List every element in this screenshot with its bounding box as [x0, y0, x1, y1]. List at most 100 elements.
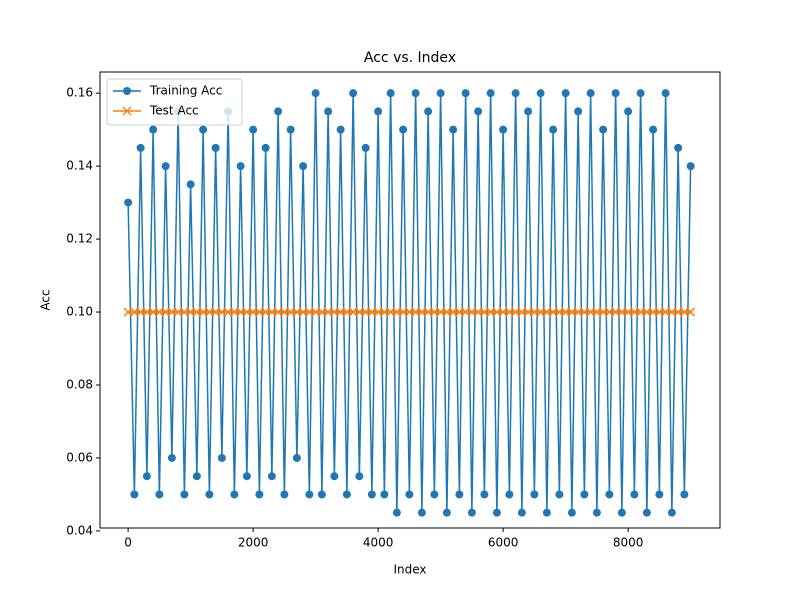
data-point: [611, 89, 620, 98]
data-point: [405, 490, 414, 499]
data-point: [299, 162, 308, 171]
y-tick-label: 0.08: [66, 377, 93, 391]
data-point: [674, 143, 683, 152]
y-tick-label: 0.14: [66, 159, 93, 173]
data-point: [261, 143, 270, 152]
data-point: [499, 125, 508, 134]
data-point: [686, 307, 696, 317]
y-tick-label: 0.04: [66, 523, 93, 537]
data-point: [211, 143, 220, 152]
data-point: [280, 490, 289, 499]
data-point: [274, 107, 283, 116]
data-point: [342, 490, 351, 499]
data-point: [317, 490, 326, 499]
data-point: [286, 125, 295, 134]
data-point: [586, 89, 595, 98]
data-point: [511, 89, 520, 98]
data-point: [449, 125, 458, 134]
data-point: [480, 490, 489, 499]
data-point: [636, 89, 645, 98]
data-point: [530, 490, 539, 499]
data-point: [680, 490, 689, 499]
data-point: [686, 162, 695, 171]
y-tick-label: 0.16: [66, 86, 93, 100]
data-point: [592, 508, 601, 517]
data-point: [236, 162, 245, 171]
data-point: [217, 453, 226, 462]
data-point: [617, 508, 626, 517]
data-point: [417, 508, 426, 517]
data-point: [430, 490, 439, 499]
y-tick-label: 0.10: [66, 305, 93, 319]
data-point: [136, 143, 145, 152]
y-tick-label: 0.06: [66, 450, 93, 464]
data-point: [599, 125, 608, 134]
data-point: [542, 508, 551, 517]
data-point: [267, 472, 276, 481]
data-point: [624, 107, 633, 116]
data-point: [374, 107, 383, 116]
data-point: [424, 107, 433, 116]
data-point: [580, 490, 589, 499]
y-axis-label: Acc: [39, 289, 53, 310]
data-point: [661, 89, 670, 98]
data-point: [130, 490, 139, 499]
data-point: [242, 472, 251, 481]
data-point: [505, 490, 514, 499]
data-point: [249, 125, 258, 134]
data-point: [324, 107, 333, 116]
data-point: [574, 107, 583, 116]
data-point: [149, 125, 158, 134]
data-point: [355, 472, 364, 481]
data-point: [161, 162, 170, 171]
x-tick-label: 2000: [238, 536, 269, 550]
data-point: [386, 89, 395, 98]
data-point: [155, 490, 164, 499]
data-point: [255, 490, 264, 499]
y-tick-label: 0.12: [66, 232, 93, 246]
data-point: [142, 472, 151, 481]
data-point: [292, 453, 301, 462]
data-point: [230, 490, 239, 499]
data-point: [667, 508, 676, 517]
data-point: [492, 508, 501, 517]
data-point: [399, 125, 408, 134]
x-tick-label: 6000: [488, 536, 519, 550]
data-point: [561, 89, 570, 98]
data-point: [517, 508, 526, 517]
chart-title: Acc vs. Index: [364, 50, 456, 66]
data-point: [649, 125, 658, 134]
data-point: [392, 508, 401, 517]
data-point: [524, 107, 533, 116]
data-point: [605, 490, 614, 499]
data-point: [536, 89, 545, 98]
data-point: [361, 143, 370, 152]
data-point: [455, 490, 464, 499]
x-tick-label: 4000: [363, 536, 394, 550]
data-point: [305, 490, 314, 499]
data-point: [330, 472, 339, 481]
data-point: [367, 490, 376, 499]
x-tick-label: 0: [124, 536, 132, 550]
data-point: [167, 453, 176, 462]
data-point: [336, 125, 345, 134]
legend-label: Training Acc: [149, 84, 222, 98]
x-axis-label: Index: [393, 563, 426, 577]
legend-marker: [122, 106, 132, 116]
data-point: [555, 490, 564, 499]
data-point: [192, 472, 201, 481]
data-point: [205, 490, 214, 499]
data-point: [549, 125, 558, 134]
data-point: [567, 508, 576, 517]
data-point: [186, 180, 195, 189]
series-line: [127, 93, 692, 513]
data-point: [349, 89, 358, 98]
data-point: [124, 198, 133, 207]
legend-label: Test Acc: [149, 104, 199, 118]
data-point: [436, 89, 445, 98]
x-tick-label: 8000: [613, 536, 644, 550]
data-point: [461, 89, 470, 98]
data-point: [467, 508, 476, 517]
data-point: [411, 89, 420, 98]
